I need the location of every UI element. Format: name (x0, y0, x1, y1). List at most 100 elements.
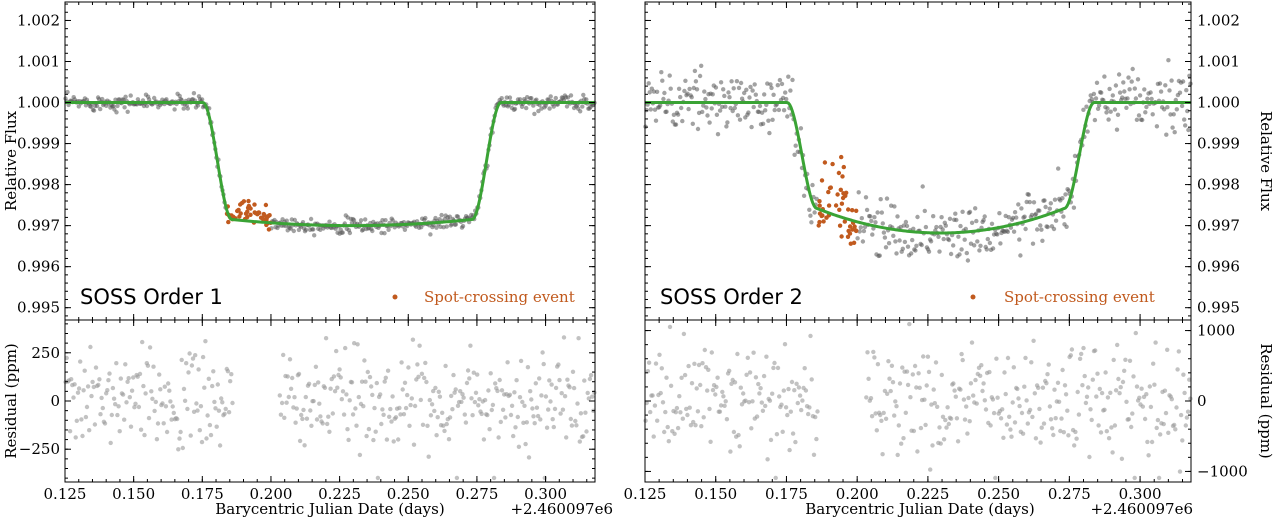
residual-point (699, 424, 704, 429)
residual-point (1156, 475, 1162, 481)
residual-point (875, 362, 881, 367)
flux-point (702, 89, 707, 94)
flux-point (1144, 104, 1149, 110)
residual-point (178, 429, 183, 435)
residual-point (675, 425, 681, 431)
residual-point (764, 354, 769, 359)
order2-label: SOSS Order 2 (660, 285, 803, 309)
residual-point (1124, 399, 1129, 404)
residual-point (422, 375, 427, 381)
flux-point (1042, 198, 1047, 203)
residual-point (152, 408, 157, 414)
flux-point (985, 236, 990, 242)
spot-point (239, 200, 245, 206)
residual-point (700, 361, 705, 366)
residual-point (520, 399, 525, 405)
residual-point (749, 426, 754, 431)
residual-point (946, 421, 951, 427)
flux-point (783, 90, 788, 95)
flux-point (869, 218, 874, 224)
residual-point (137, 371, 143, 377)
residual-point (1081, 345, 1086, 351)
flux-point (1124, 105, 1129, 111)
flux-point (995, 232, 1000, 237)
residual-point (371, 437, 376, 443)
residual-point (583, 410, 588, 415)
residual-point (582, 378, 587, 383)
residual-point (1090, 377, 1096, 382)
residual-point (220, 400, 225, 405)
spot-point (817, 203, 822, 208)
residual-point (449, 393, 454, 399)
flux-point (1117, 90, 1123, 95)
residual-point (437, 394, 443, 399)
residual-point (759, 400, 764, 405)
residual-point (206, 376, 211, 381)
flux-point (861, 228, 867, 234)
flux-point (1167, 88, 1172, 93)
residual-point (1140, 404, 1146, 409)
residual-point (892, 413, 897, 418)
flux-point (801, 193, 807, 198)
flux-point (1110, 93, 1116, 98)
flux-point (1134, 117, 1140, 123)
residual-point (720, 389, 725, 395)
residual-point (169, 417, 174, 422)
flux-point (914, 243, 919, 248)
residual-point (744, 372, 749, 377)
residual-point (491, 475, 497, 481)
residual-point (301, 407, 306, 413)
residual-point (1086, 385, 1091, 390)
residual-point (644, 400, 649, 406)
flux-point (1149, 96, 1154, 102)
residual-point (653, 361, 659, 366)
residual-point (181, 386, 187, 392)
order2-flux-frame (644, 1, 1192, 321)
flux-point (777, 77, 783, 83)
flux-point (920, 184, 925, 189)
residual-point (645, 369, 651, 374)
flux-point (581, 92, 586, 98)
order2-model-curve (645, 101, 1191, 235)
residual-point (1033, 436, 1039, 441)
flux-point (683, 78, 688, 84)
residual-point (1079, 351, 1084, 357)
residual-point (691, 419, 696, 425)
residual-point (1102, 407, 1107, 412)
flux-point (1130, 66, 1135, 72)
residual-point (1008, 427, 1013, 432)
flux-point (1029, 212, 1035, 218)
residual-point (299, 412, 304, 418)
residual-point (131, 375, 136, 380)
flux-point (707, 120, 712, 125)
flux-point (860, 239, 866, 244)
flux-point (1039, 227, 1044, 232)
ytick-label: 1.002 (17, 11, 60, 29)
flux-point (878, 197, 883, 202)
residual-point (79, 417, 84, 422)
flux-point (725, 120, 730, 125)
xtick-label: 0.150 (694, 485, 737, 503)
flux-point (873, 220, 878, 225)
residual-point (530, 406, 535, 411)
flux-point (664, 109, 669, 114)
residual-point (473, 390, 479, 395)
residual-point (284, 400, 289, 405)
residual-point (316, 380, 321, 385)
residual-point (698, 382, 703, 388)
flux-point (977, 248, 982, 253)
residual-point (444, 421, 449, 427)
residual-point (229, 372, 234, 377)
spot-point (248, 212, 253, 217)
residual-point (1162, 388, 1168, 393)
residual-point (73, 435, 78, 440)
spot-point (252, 202, 257, 207)
residual-point (721, 394, 726, 399)
flux-point (718, 80, 724, 85)
residual-point (309, 423, 314, 428)
flux-point (864, 207, 870, 213)
residual-point (959, 351, 964, 357)
residual-point (709, 350, 714, 355)
residual-point (190, 356, 196, 361)
flux-point (911, 226, 916, 231)
